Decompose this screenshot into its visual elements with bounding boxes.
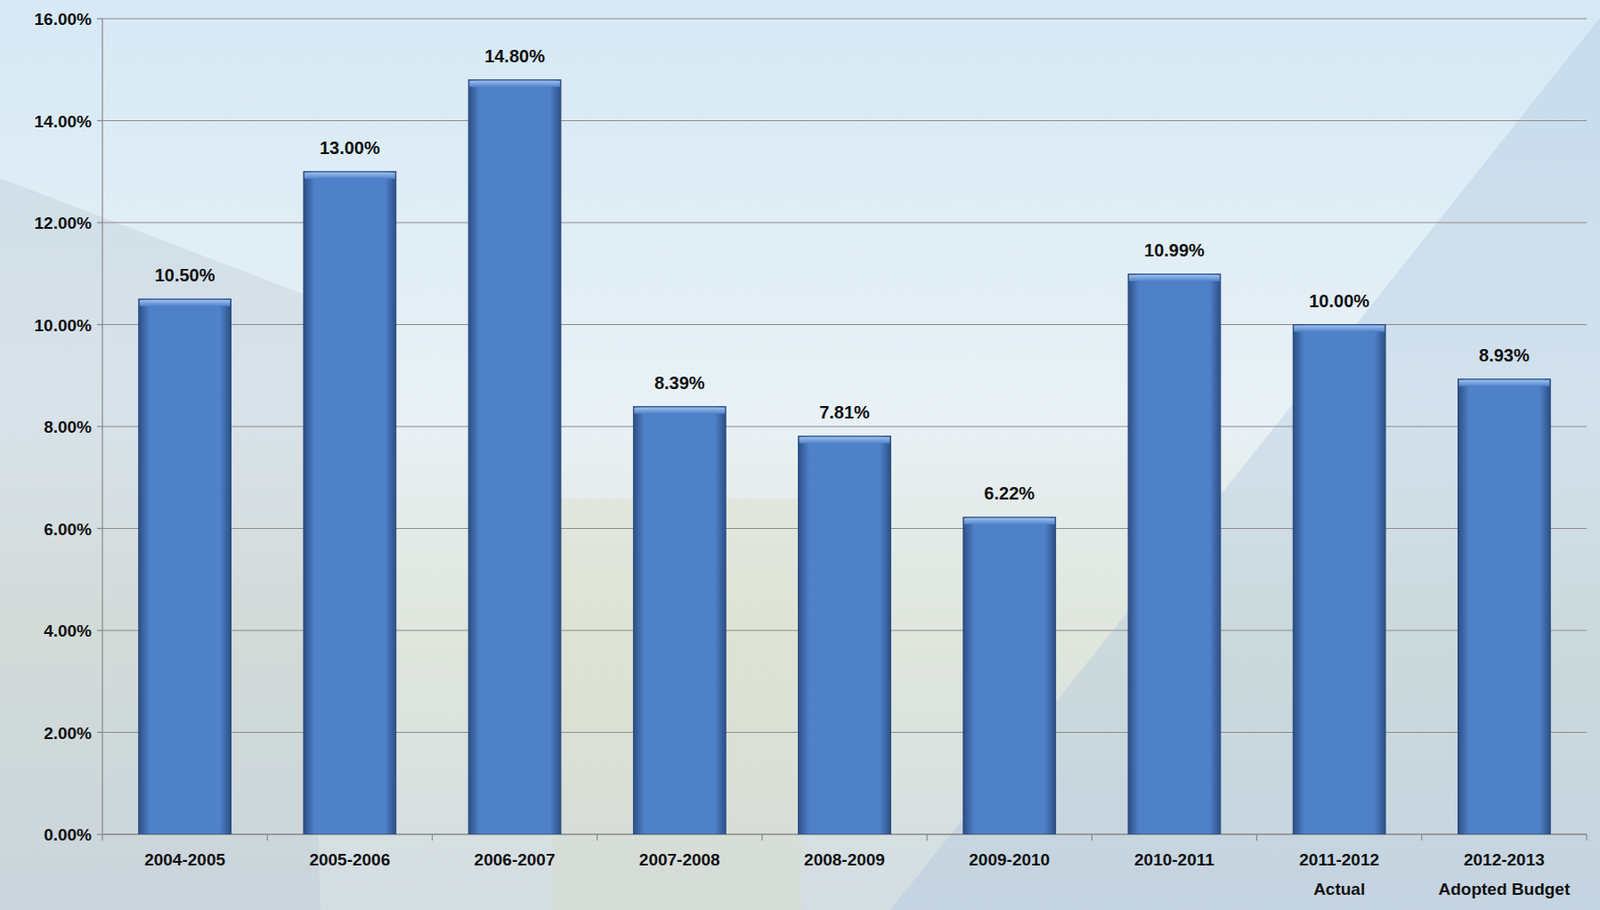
y-tick-label: 0.00%	[43, 825, 92, 845]
y-tick	[97, 833, 103, 835]
data-label: 8.39%	[654, 373, 706, 393]
y-tick-label: 10.00%	[34, 316, 93, 335]
x-tick	[926, 834, 928, 841]
bar	[633, 406, 726, 835]
data-label: 10.50%	[154, 265, 216, 285]
bar	[1128, 274, 1221, 835]
data-label: 14.80%	[484, 46, 545, 66]
bars	[138, 80, 1552, 835]
x-tick	[596, 834, 598, 841]
background	[0, 0, 1600, 910]
x-tick-label: 2006-2007	[474, 850, 556, 870]
chart: 0.00% 2.00% 4.00% 6.00% 8.00% 10.00% 12.00% 14.…	[0, 0, 1600, 910]
grid-line	[102, 120, 1587, 122]
background-panel	[0, 178, 321, 910]
x-tick	[101, 834, 103, 841]
x-tick-label: 2010-2011	[1134, 850, 1215, 870]
bar	[963, 517, 1056, 835]
background-panel	[890, 17, 1600, 910]
bar	[1292, 324, 1386, 836]
data-label: 10.99%	[1144, 240, 1205, 260]
x-tick	[761, 834, 763, 841]
data-label: 8.93%	[1478, 345, 1530, 366]
y-tick-label: 12.00%	[34, 213, 93, 233]
y-tick	[97, 731, 103, 733]
y-tick	[97, 425, 103, 427]
y-tick	[97, 527, 103, 529]
data-label: 6.22%	[983, 483, 1035, 504]
y-tick-label: 16.00%	[34, 9, 93, 29]
x-tick-label: 2012-2013Adopted Budget	[1438, 850, 1571, 899]
y-tick-label: 2.00%	[43, 723, 92, 743]
y-tick-label: 14.00%	[34, 112, 93, 131]
x-tick-label: 2008-2009	[804, 850, 886, 870]
y-tick	[97, 324, 103, 325]
bar	[138, 299, 232, 835]
y-tick	[97, 17, 103, 19]
x-tick	[267, 834, 269, 841]
y-tick	[97, 120, 103, 122]
x-tick-label: 2005-2006	[308, 850, 390, 870]
bar	[468, 80, 561, 835]
data-label: 10.00%	[1308, 291, 1370, 311]
grid-line	[102, 17, 1587, 19]
y-tick	[97, 221, 103, 223]
bar	[303, 171, 397, 835]
x-tick	[1091, 834, 1093, 841]
bar	[1458, 379, 1552, 835]
data-label: 7.81%	[819, 402, 870, 423]
y-tick-label: 8.00%	[43, 417, 92, 437]
x-tick-label: 2004-2005	[144, 850, 226, 870]
y-tick	[97, 629, 103, 631]
x-tick-label: 2011-2012Actual	[1299, 850, 1380, 899]
bar	[798, 436, 892, 835]
x-tick-label: 2007-2008	[639, 850, 721, 870]
x-tick-label: 2009-2010	[968, 850, 1050, 870]
x-tick	[1421, 834, 1422, 841]
x-tick	[1585, 834, 1587, 841]
y-tick-label: 4.00%	[43, 621, 92, 641]
y-axis	[101, 18, 103, 835]
y-tick-label: 6.00%	[43, 519, 92, 539]
data-label: 13.00%	[319, 138, 381, 158]
x-tick	[431, 834, 433, 841]
x-tick	[1256, 834, 1258, 841]
